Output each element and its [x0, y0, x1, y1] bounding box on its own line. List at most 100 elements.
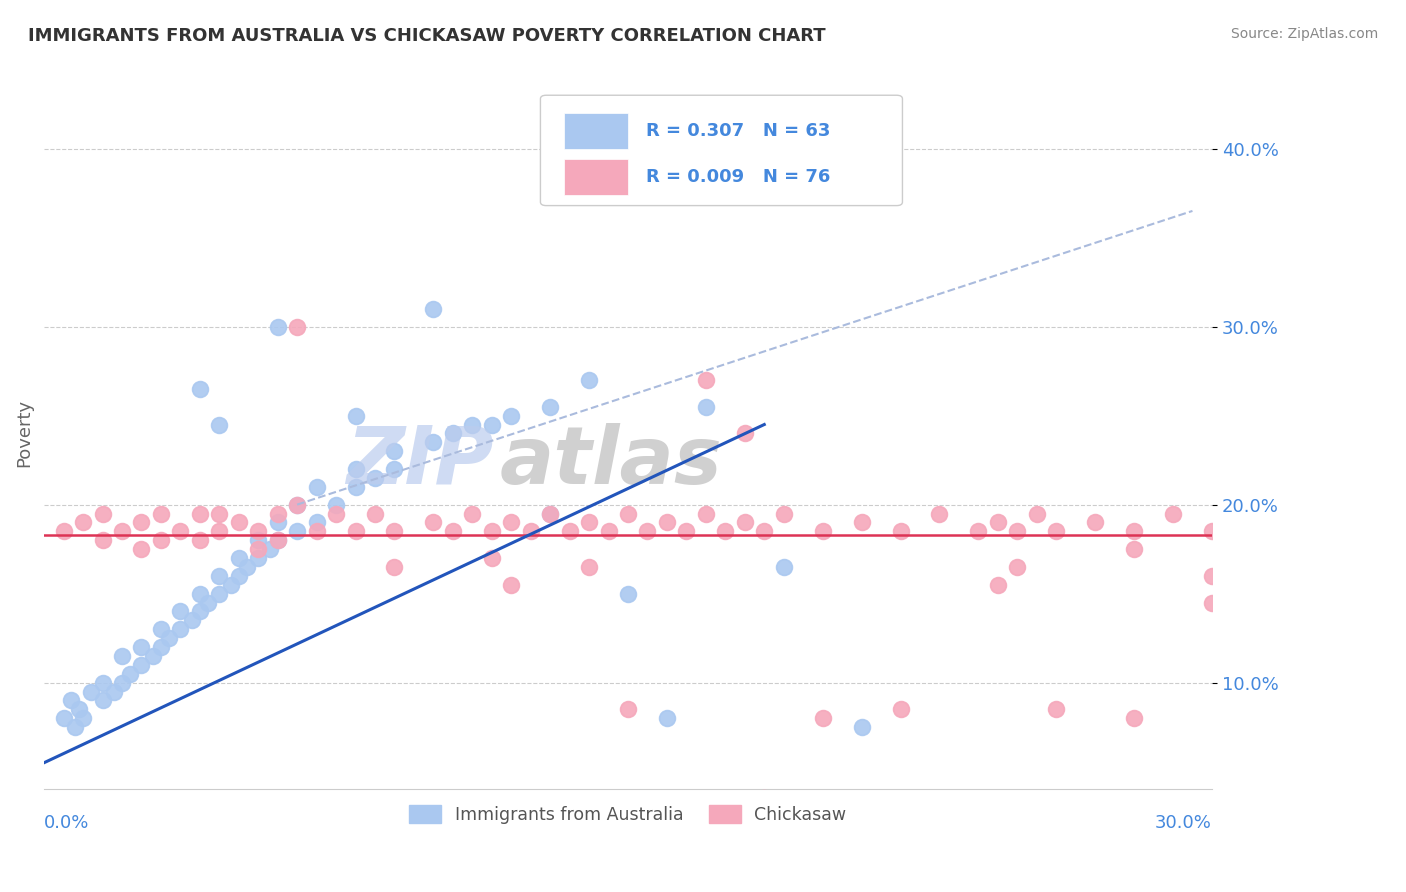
Point	[1123, 524, 1146, 539]
Point	[384, 560, 406, 574]
Point	[188, 604, 211, 618]
Point	[266, 533, 288, 548]
Point	[149, 507, 172, 521]
Text: ZIP: ZIP	[346, 423, 494, 501]
Point	[60, 693, 83, 707]
Point	[111, 675, 134, 690]
Point	[111, 648, 134, 663]
Point	[131, 640, 153, 654]
Point	[149, 622, 172, 636]
Point	[197, 595, 219, 609]
FancyBboxPatch shape	[564, 160, 628, 195]
Point	[305, 480, 328, 494]
Point	[305, 524, 328, 539]
Point	[637, 524, 659, 539]
Point	[501, 516, 523, 530]
Point	[149, 533, 172, 548]
Text: Source: ZipAtlas.com: Source: ZipAtlas.com	[1230, 27, 1378, 41]
Point	[1084, 516, 1107, 530]
Point	[538, 507, 561, 521]
Point	[772, 560, 794, 574]
Text: 0.0%: 0.0%	[44, 814, 90, 832]
Point	[91, 533, 114, 548]
Text: 30.0%: 30.0%	[1156, 814, 1212, 832]
Point	[188, 382, 211, 396]
Point	[538, 507, 561, 521]
Point	[1161, 507, 1184, 521]
Point	[157, 631, 180, 645]
Text: R = 0.009   N = 76: R = 0.009 N = 76	[645, 168, 830, 186]
Point	[987, 578, 1010, 592]
Point	[285, 498, 308, 512]
Point	[103, 684, 125, 698]
Point	[617, 702, 640, 716]
Point	[131, 542, 153, 557]
Point	[364, 471, 387, 485]
Point	[91, 507, 114, 521]
Point	[441, 426, 464, 441]
Point	[169, 622, 191, 636]
Point	[384, 444, 406, 458]
Point	[1007, 560, 1029, 574]
Point	[578, 373, 600, 387]
Point	[305, 516, 328, 530]
Point	[519, 524, 541, 539]
Point	[131, 657, 153, 672]
Point	[208, 507, 231, 521]
Point	[259, 542, 281, 557]
Point	[754, 524, 776, 539]
Point	[1045, 702, 1067, 716]
Point	[266, 516, 288, 530]
Point	[91, 693, 114, 707]
Point	[441, 524, 464, 539]
Point	[344, 409, 367, 423]
Y-axis label: Poverty: Poverty	[15, 400, 32, 467]
Point	[538, 400, 561, 414]
Point	[1025, 507, 1047, 521]
Point	[131, 516, 153, 530]
Point	[266, 507, 288, 521]
Point	[208, 524, 231, 539]
Point	[481, 524, 503, 539]
Point	[364, 507, 387, 521]
Point	[285, 319, 308, 334]
Text: IMMIGRANTS FROM AUSTRALIA VS CHICKASAW POVERTY CORRELATION CHART: IMMIGRANTS FROM AUSTRALIA VS CHICKASAW P…	[28, 27, 825, 45]
Point	[169, 524, 191, 539]
Point	[422, 516, 444, 530]
Point	[1201, 524, 1223, 539]
Point	[734, 516, 756, 530]
Point	[851, 720, 873, 734]
Text: R = 0.307   N = 63: R = 0.307 N = 63	[645, 122, 830, 140]
Point	[734, 426, 756, 441]
Point	[325, 507, 347, 521]
Point	[501, 578, 523, 592]
Point	[67, 702, 90, 716]
Point	[188, 507, 211, 521]
Point	[695, 507, 717, 521]
Point	[208, 569, 231, 583]
Point	[714, 524, 737, 539]
Point	[655, 516, 678, 530]
Point	[344, 480, 367, 494]
Point	[72, 516, 94, 530]
Point	[384, 524, 406, 539]
Point	[695, 373, 717, 387]
Point	[325, 498, 347, 512]
Point	[266, 319, 288, 334]
Point	[80, 684, 103, 698]
Point	[811, 524, 834, 539]
Point	[65, 720, 87, 734]
Point	[1201, 595, 1223, 609]
Point	[384, 462, 406, 476]
Point	[149, 640, 172, 654]
Point	[481, 551, 503, 566]
Point	[235, 560, 257, 574]
Point	[208, 417, 231, 432]
Point	[754, 791, 776, 805]
Point	[1357, 542, 1379, 557]
Point	[344, 462, 367, 476]
Point	[987, 516, 1010, 530]
Point	[219, 578, 242, 592]
Point	[578, 560, 600, 574]
Point	[675, 524, 697, 539]
